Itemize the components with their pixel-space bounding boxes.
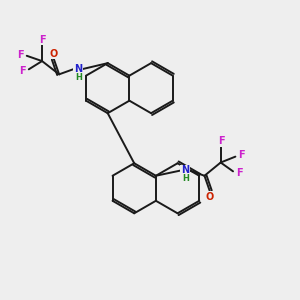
Text: O: O <box>206 192 214 202</box>
Text: F: F <box>236 168 243 178</box>
Text: F: F <box>19 66 26 76</box>
Text: F: F <box>218 136 225 146</box>
Text: F: F <box>39 34 45 45</box>
Text: N: N <box>74 64 82 74</box>
Text: H: H <box>182 174 189 183</box>
Text: N: N <box>181 166 189 176</box>
Text: O: O <box>49 49 57 59</box>
Text: F: F <box>238 150 245 161</box>
Text: H: H <box>75 73 82 82</box>
Text: F: F <box>17 50 24 60</box>
